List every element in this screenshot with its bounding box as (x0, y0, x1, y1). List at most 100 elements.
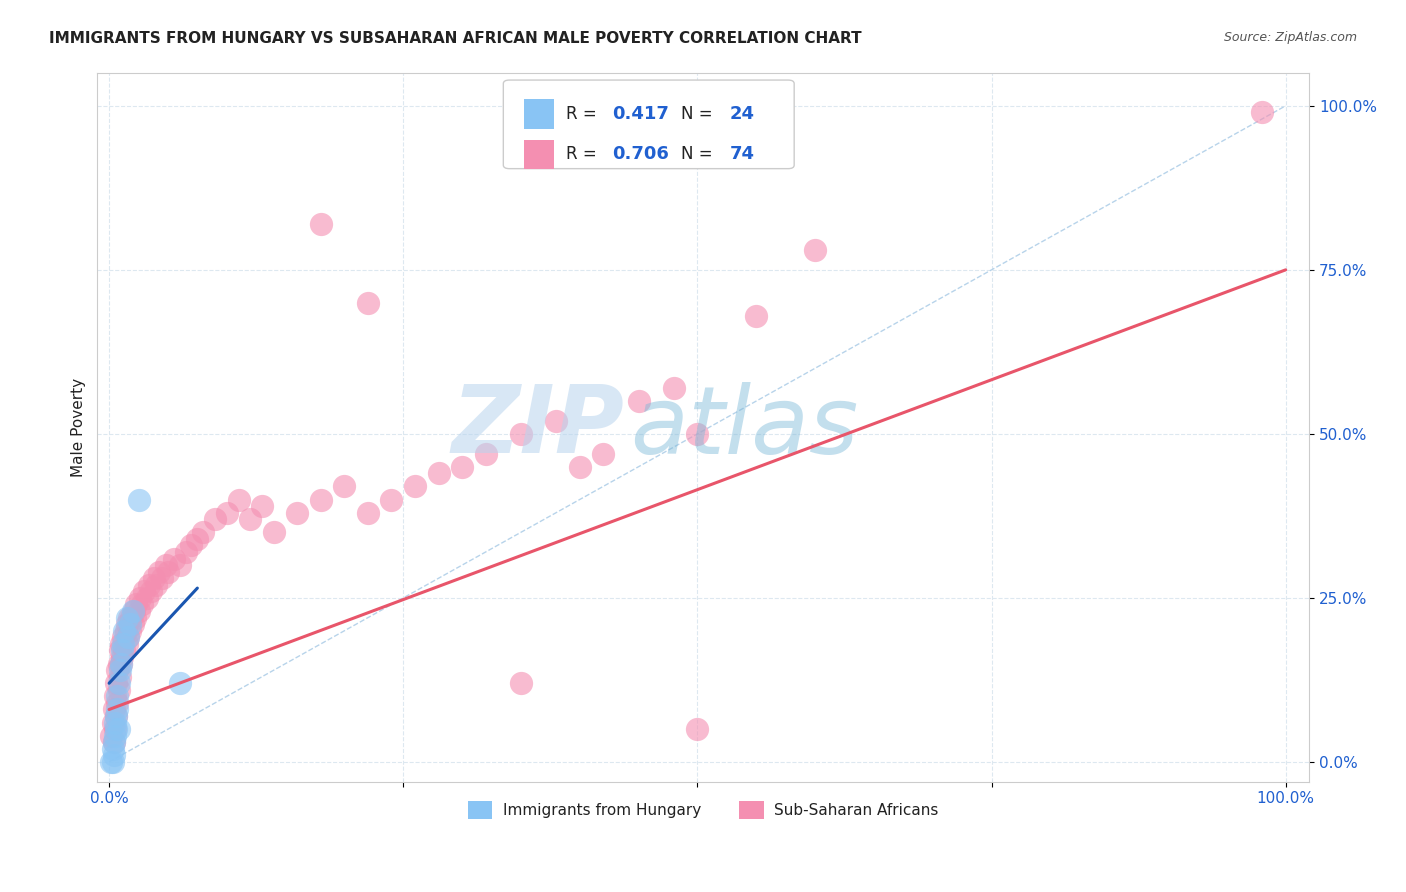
Text: atlas: atlas (630, 382, 859, 473)
Point (103, 748, 125, 763)
Point (117, 630, 139, 644)
Text: 24: 24 (730, 105, 755, 123)
Point (104, 715, 127, 730)
Point (107, 676, 129, 690)
Text: N =: N = (682, 145, 718, 163)
Point (103, 735, 125, 749)
Point (135, 591, 157, 605)
Point (568, 459, 591, 474)
Point (155, 558, 177, 573)
Point (263, 525, 285, 540)
Point (101, 755, 124, 769)
Point (115, 617, 138, 632)
Point (105, 702, 128, 716)
Point (100, 755, 122, 769)
Point (357, 506, 380, 520)
Point (108, 663, 131, 677)
Point (509, 676, 531, 690)
Point (121, 617, 143, 632)
Text: R =: R = (567, 105, 602, 123)
Point (686, 426, 709, 441)
Point (112, 624, 135, 638)
Point (150, 571, 173, 585)
Point (451, 459, 474, 474)
Point (148, 565, 170, 579)
Point (592, 446, 614, 460)
Point (138, 578, 160, 592)
Y-axis label: Male Poverty: Male Poverty (72, 377, 86, 477)
Point (380, 492, 402, 507)
Point (309, 217, 332, 231)
Point (105, 709, 128, 723)
Point (120, 624, 142, 638)
Point (107, 657, 129, 671)
Point (125, 598, 148, 612)
FancyBboxPatch shape (503, 80, 794, 169)
Point (169, 558, 191, 573)
Point (546, 414, 568, 428)
Point (114, 624, 136, 638)
Point (115, 610, 138, 624)
Text: ZIP: ZIP (451, 381, 624, 474)
Point (357, 295, 380, 310)
Point (105, 663, 128, 677)
Point (110, 657, 132, 671)
Point (120, 617, 142, 632)
Point (309, 492, 332, 507)
Point (134, 584, 156, 599)
Point (627, 394, 650, 409)
Point (105, 676, 128, 690)
Point (686, 722, 709, 736)
Point (228, 492, 250, 507)
Point (180, 538, 202, 552)
Point (100, 729, 122, 743)
Text: 0.417: 0.417 (613, 105, 669, 123)
Text: Source: ZipAtlas.com: Source: ZipAtlas.com (1223, 31, 1357, 45)
Point (111, 643, 134, 657)
Text: IMMIGRANTS FROM HUNGARY VS SUBSAHARAN AFRICAN MALE POVERTY CORRELATION CHART: IMMIGRANTS FROM HUNGARY VS SUBSAHARAN AF… (49, 31, 862, 46)
Point (745, 309, 768, 323)
Point (121, 610, 143, 624)
Text: R =: R = (567, 145, 602, 163)
Bar (524, 99, 554, 129)
Point (112, 637, 135, 651)
Point (131, 598, 153, 612)
Point (163, 551, 186, 566)
Point (174, 545, 197, 559)
Point (103, 735, 125, 749)
Text: N =: N = (682, 105, 718, 123)
Point (122, 604, 145, 618)
Point (105, 722, 128, 736)
Point (115, 637, 138, 651)
Point (204, 512, 226, 526)
Point (128, 591, 150, 605)
Point (105, 690, 128, 704)
Point (128, 604, 150, 618)
Point (239, 512, 262, 526)
Point (142, 571, 165, 585)
Point (117, 630, 139, 644)
Point (103, 702, 125, 716)
Point (156, 565, 179, 579)
Point (186, 532, 208, 546)
Point (105, 709, 128, 723)
Point (101, 742, 124, 756)
Point (124, 610, 146, 624)
Text: 74: 74 (730, 145, 755, 163)
Point (101, 715, 124, 730)
Point (112, 630, 135, 644)
Point (804, 243, 827, 257)
Point (145, 578, 167, 592)
Point (662, 381, 685, 395)
Point (121, 604, 143, 618)
Point (128, 492, 150, 507)
Legend: Immigrants from Hungary, Sub-Saharan Africans: Immigrants from Hungary, Sub-Saharan Afr… (461, 795, 945, 825)
Point (107, 722, 129, 736)
Point (285, 506, 308, 520)
Text: 0.706: 0.706 (613, 145, 669, 163)
Point (108, 643, 131, 657)
Bar (524, 139, 554, 169)
Point (104, 690, 127, 704)
Point (110, 637, 132, 651)
Point (474, 446, 496, 460)
